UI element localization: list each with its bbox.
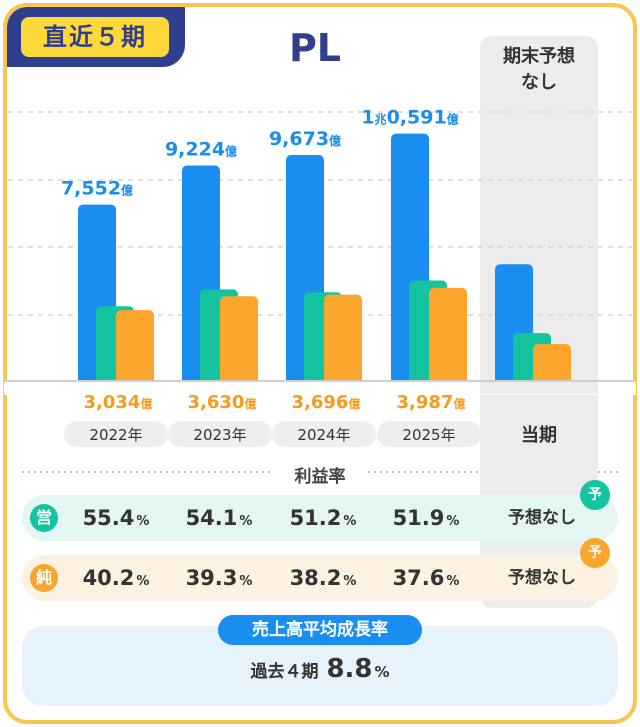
year-label-1: 2023年 — [193, 426, 246, 444]
bar-s2-4 — [533, 344, 571, 389]
forecast-header-line1: 期末予想 — [503, 46, 575, 67]
operating-margin-2025: 51.9% — [392, 506, 460, 530]
net-income-label-3: 3,987億 — [397, 392, 466, 413]
year-label-2: 2024年 — [297, 426, 350, 444]
net-forecast-flag: 予 — [580, 538, 610, 568]
bar-s2-1 — [220, 296, 258, 389]
profit-margin-title: 利益率 — [294, 467, 346, 487]
net-margin-2025: 37.6% — [392, 566, 460, 590]
forecast-col-patch — [480, 382, 598, 394]
sales-label-1: 9,224億 — [165, 139, 237, 161]
growth-rate-prefix: 過去４期 — [250, 662, 319, 682]
year-pill-0 — [64, 421, 168, 447]
operating-margin-2024: 51.2% — [289, 506, 357, 530]
net-margin-2022: 40.2% — [82, 566, 150, 590]
period-tab: 直近５期 — [7, 7, 185, 67]
net-income-label-0: 3,034億 — [84, 392, 153, 413]
operating-badge: 営 — [30, 504, 58, 532]
operating-margin-forecast: 予想なし — [508, 508, 576, 528]
year-pill-1 — [168, 421, 272, 447]
net-badge: 純 — [30, 564, 58, 592]
net-margin-row: 純 40.2% 39.3% 38.2% 37.6% 予想なし — [22, 555, 618, 601]
net-margin-2024: 38.2% — [289, 566, 357, 590]
chart-title: PL — [288, 26, 342, 70]
operating-margin-2023: 54.1% — [185, 506, 253, 530]
year-pill-3 — [377, 421, 481, 447]
year-label-3: 2025年 — [402, 426, 455, 444]
year-pill-2 — [272, 421, 376, 447]
growth-rate-number: 8.8 — [326, 654, 373, 684]
net-income-label-2: 3,696億 — [292, 392, 361, 413]
net-income-label-1: 3,630億 — [188, 392, 257, 413]
operating-forecast-flag: 予 — [580, 480, 610, 510]
sales-label-2: 9,673億 — [269, 128, 341, 150]
forecast-period-label: 当期 — [521, 425, 557, 446]
operating-margin-row: 営 55.4% 54.1% 51.2% 51.9% 予想なし — [22, 495, 618, 541]
forecast-header: 期末予想 なし — [480, 44, 598, 96]
net-margin-forecast: 予想なし — [508, 568, 576, 588]
bar-s2-0 — [116, 310, 154, 389]
bar-s2-3 — [429, 287, 467, 389]
bar-s2-2 — [324, 294, 362, 389]
sales-label-0: 7,552億 — [61, 178, 133, 200]
net-margin-2023: 39.3% — [185, 566, 253, 590]
growth-rate-label: 売上高平均成長率 — [218, 615, 422, 645]
forecast-header-line2: なし — [521, 72, 557, 93]
growth-rate-value: 過去４期 8.8% — [0, 654, 640, 684]
operating-margin-2022: 55.4% — [82, 506, 150, 530]
baseline-mask — [4, 381, 636, 395]
sales-label-3: 1兆0,591億 — [361, 107, 458, 129]
year-label-0: 2022年 — [89, 426, 142, 444]
period-badge: 直近５期 — [21, 17, 169, 57]
growth-rate-unit: % — [374, 663, 390, 681]
